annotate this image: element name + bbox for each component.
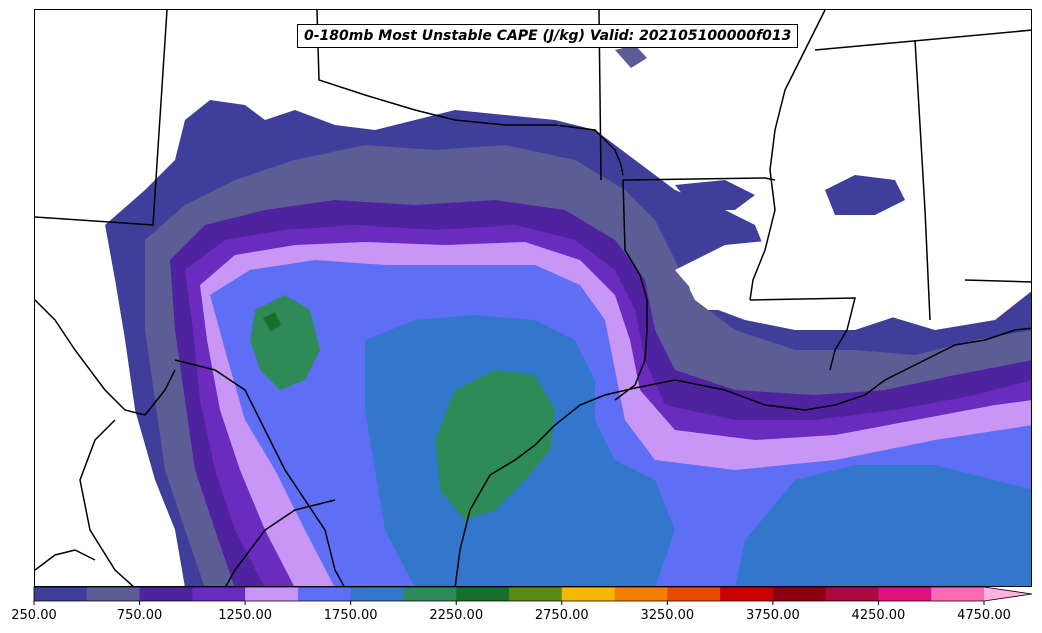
boundary-arkansas-north	[814, 29, 1031, 51]
colorbar-segment	[139, 587, 193, 601]
cape-cell-3	[615, 45, 647, 68]
boundary-tx-la	[614, 179, 648, 401]
colorbar-tick-label: 3750.00	[745, 608, 800, 623]
colorbar-segment	[245, 587, 299, 601]
cape-fill-layer	[35, 10, 1031, 586]
colorbar-segment	[878, 587, 932, 601]
colorbar-segment	[931, 587, 985, 601]
coast-mexico	[35, 549, 96, 571]
colorbar-segment	[456, 587, 510, 601]
boundary-tx-nm	[35, 10, 168, 226]
no-cape-region-west	[35, 225, 185, 586]
map-title: 0-180mb Most Unstable CAPE (J/kg) Valid:…	[297, 24, 799, 48]
colorbar-segment	[403, 587, 457, 601]
no-cape-region-lower-miss	[675, 240, 915, 330]
colorbar-segment	[509, 587, 563, 601]
coastline	[35, 327, 1031, 586]
boundary-tx-ok	[316, 10, 624, 176]
cape-region-steel2	[735, 465, 1031, 586]
colorbar-tick-label: 4750.00	[957, 608, 1011, 623]
colorbar-segment	[772, 587, 827, 601]
colorbar-outline	[33, 586, 1033, 602]
cape-region-dark-green	[263, 312, 281, 332]
map-panel: 0-180mb Most Unstable CAPE (J/kg) Valid:…	[34, 9, 1032, 587]
state-boundaries	[35, 10, 1031, 586]
colorbar-segment	[825, 587, 879, 601]
boundary-rio-grande	[174, 359, 345, 586]
cape-cell-2	[675, 180, 755, 210]
boundary-ms-river	[749, 10, 826, 301]
colorbar-tick-label: 1750.00	[323, 608, 378, 623]
colorbar-segment	[350, 587, 404, 601]
boundary-ms-al	[914, 39, 931, 321]
colorbar-segment	[34, 587, 88, 601]
colorbar-tick-label: 2750.00	[534, 608, 589, 623]
colorbar-extend-arrow	[984, 587, 1032, 601]
colorbar-segment	[667, 587, 721, 601]
boundary-mexico-3	[225, 499, 336, 586]
boundary-al-fl	[964, 279, 1031, 283]
cape-map	[35, 10, 1031, 586]
boundary-mexico-1	[35, 299, 176, 416]
colorbar-segment	[561, 587, 616, 601]
colorbar-segment	[720, 587, 774, 601]
cape-region-green2	[435, 370, 555, 520]
colorbar-tick-label: 250.00	[11, 608, 57, 623]
cape-cell-1	[825, 175, 905, 215]
colorbar-tick-label: 4250.00	[851, 608, 906, 623]
boundary-la-ms	[749, 297, 856, 371]
colorbar-tick-label: 2250.00	[429, 608, 484, 623]
boundary-mexico-2	[79, 419, 134, 586]
colorbar-segment	[86, 587, 141, 601]
colorbar-tick-label: 750.00	[116, 608, 163, 623]
colorbar-tick-label: 1250.00	[218, 608, 272, 623]
colorbar-tick-label: 3250.00	[640, 608, 695, 623]
coast-texas	[454, 327, 1031, 586]
colorbar-segment	[192, 587, 246, 601]
colorbar-segment	[614, 587, 668, 601]
colorbar-segment	[297, 587, 352, 601]
no-cape-region-north	[35, 10, 1031, 310]
